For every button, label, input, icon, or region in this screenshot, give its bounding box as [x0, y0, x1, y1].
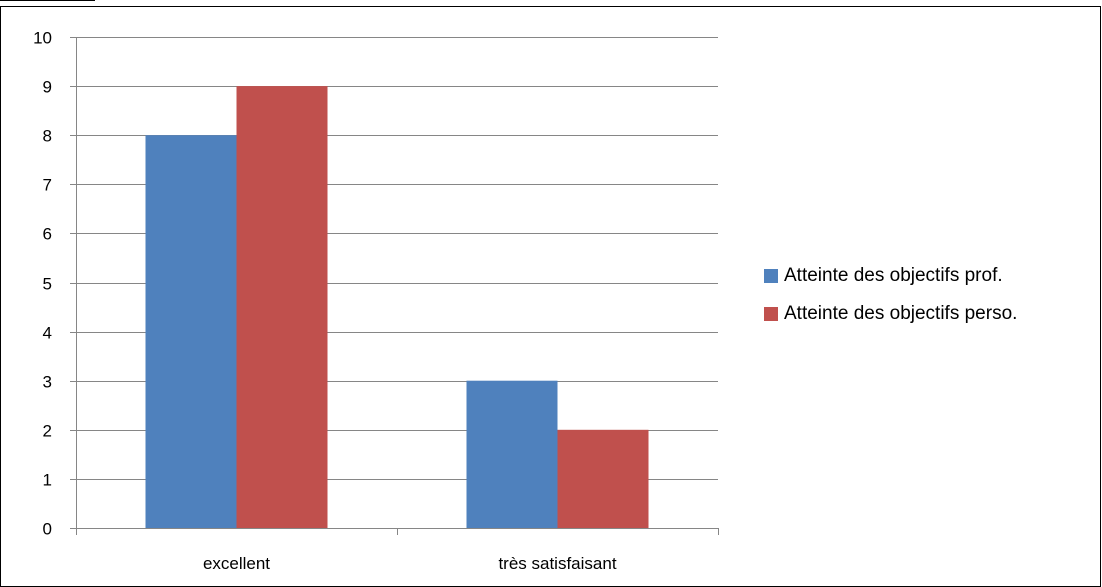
legend-label-series-1: Atteinte des objectifs prof. [784, 265, 1003, 286]
y-tick-label-8: 8 [43, 127, 52, 146]
y-tick-labels: 0 1 2 3 4 5 6 7 8 9 10 [33, 29, 52, 539]
y-tick-label-2: 2 [43, 422, 52, 441]
y-tick-label-5: 5 [43, 275, 52, 294]
y-tick-label-7: 7 [43, 176, 52, 195]
legend: Atteinte des objectifs prof. Atteinte de… [764, 265, 1017, 341]
legend-label-series-2: Atteinte des objectifs perso. [784, 303, 1018, 324]
legend-item-series-1: Atteinte des objectifs prof. [764, 265, 1017, 287]
legend-item-series-2: Atteinte des objectifs perso. [764, 303, 1017, 325]
y-tick-label-4: 4 [43, 324, 52, 343]
axes [70, 37, 719, 535]
bar-1-2 [466, 380, 558, 528]
x-tick-label-2: très satisfaisant [498, 554, 616, 573]
y-tick-label-9: 9 [43, 78, 52, 97]
y-tick-label-3: 3 [43, 373, 52, 392]
legend-swatch-series-1 [764, 269, 778, 283]
bar-1-1 [145, 135, 237, 528]
y-tick-label-6: 6 [43, 225, 52, 244]
bar-2-1 [236, 86, 328, 528]
legend-swatch-series-2 [764, 307, 778, 321]
y-tick-label-10: 10 [33, 29, 52, 48]
y-tick-label-0: 0 [43, 520, 52, 539]
x-tick-labels: excellent très satisfaisant [203, 554, 617, 573]
x-tick-label-1: excellent [203, 554, 270, 573]
bar-2-2 [557, 429, 649, 528]
bars [145, 86, 649, 528]
y-tick-label-1: 1 [43, 471, 52, 490]
